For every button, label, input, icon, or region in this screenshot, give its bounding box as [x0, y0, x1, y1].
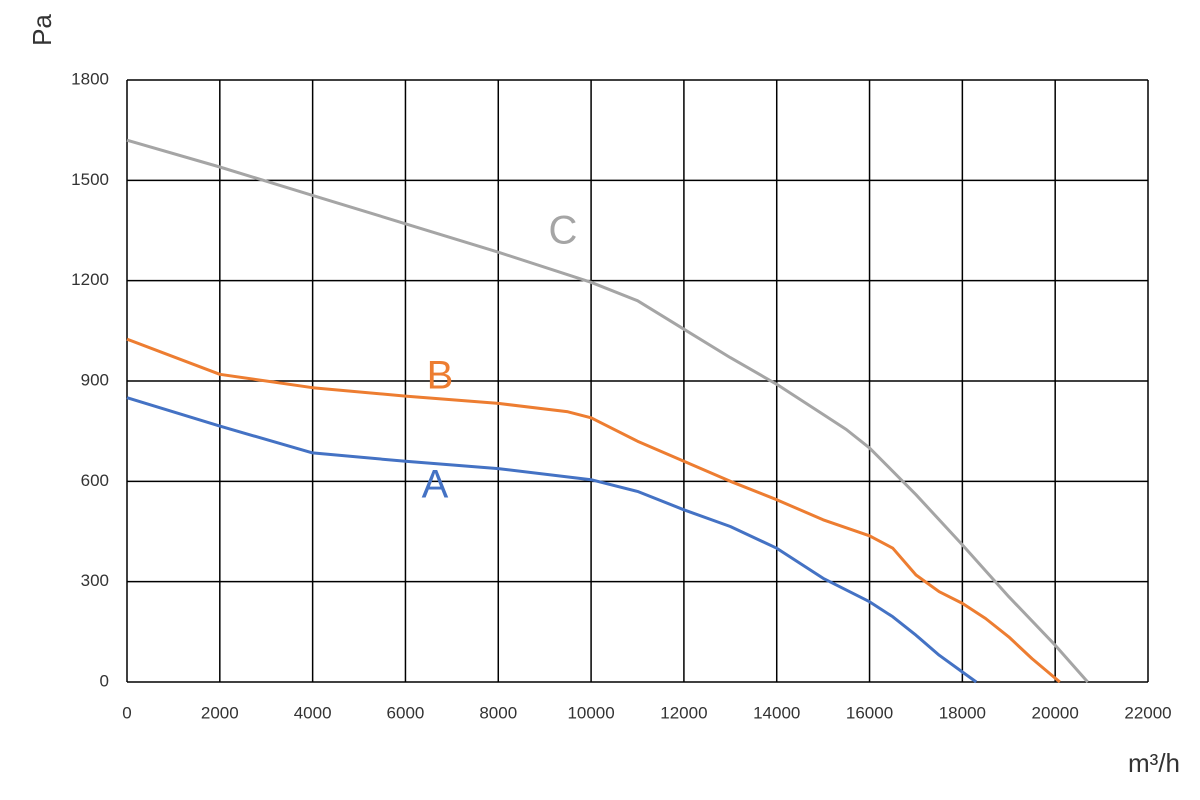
x-tick-label: 12000 — [660, 703, 707, 722]
series-line — [126, 396, 978, 684]
series-label: B — [427, 354, 454, 398]
x-tick-label: 20000 — [1032, 703, 1079, 722]
y-tick-label: 1200 — [71, 270, 109, 289]
x-axis-label: m³/h — [1128, 748, 1180, 778]
y-tick-label: 300 — [81, 571, 109, 590]
x-tick-label: 22000 — [1124, 703, 1171, 722]
x-tick-label: 4000 — [294, 703, 332, 722]
x-tick-label: 0 — [122, 703, 131, 722]
series-label: A — [422, 463, 449, 507]
y-tick-label: 600 — [81, 471, 109, 490]
y-tick-label: 0 — [100, 671, 109, 690]
series-label: C — [549, 209, 578, 253]
x-tick-label: 18000 — [939, 703, 986, 722]
y-tick-label: 1800 — [71, 69, 109, 88]
y-tick-label: 1500 — [71, 170, 109, 189]
x-tick-label: 8000 — [479, 703, 517, 722]
series-line — [126, 138, 1089, 683]
x-tick-label: 16000 — [846, 703, 893, 722]
series-line — [126, 337, 1061, 684]
y-axis-label: Pa — [27, 14, 57, 46]
y-tick-label: 900 — [81, 370, 109, 389]
x-tick-label: 6000 — [387, 703, 425, 722]
x-tick-label: 2000 — [201, 703, 239, 722]
x-tick-label: 14000 — [753, 703, 800, 722]
x-tick-label: 10000 — [567, 703, 614, 722]
